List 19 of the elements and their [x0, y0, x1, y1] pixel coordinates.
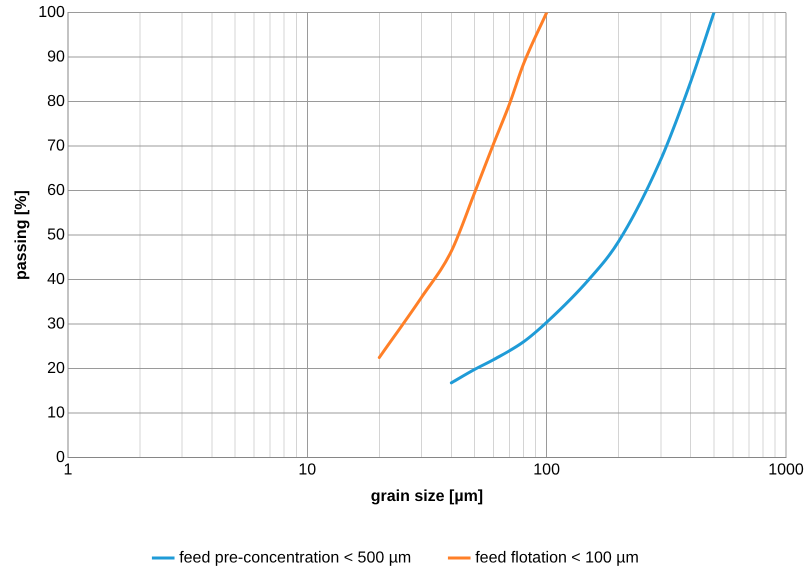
x-tick-label: 1 [63, 462, 72, 479]
y-tick-label: 50 [47, 226, 65, 244]
legend-label: feed pre-concentration < 500 µm [179, 549, 412, 566]
y-tick-label: 40 [47, 271, 65, 288]
y-tick-label: 90 [47, 48, 65, 66]
x-tick-label: 10 [298, 462, 316, 479]
y-tick-label: 30 [47, 316, 65, 333]
y-tick-label: 0 [56, 449, 65, 466]
x-tick-label: 100 [533, 462, 560, 479]
legend-label: feed flotation < 100 µm [475, 549, 639, 566]
y-tick-label: 70 [47, 138, 65, 155]
x-tick-label: 1000 [768, 462, 804, 479]
x-axis-title: grain size [µm] [370, 488, 484, 505]
y-tick-label: 80 [47, 93, 65, 110]
y-tick-label: 60 [47, 182, 65, 200]
y-tick-label: 100 [38, 4, 65, 22]
y-tick-label: 10 [47, 404, 65, 422]
y-tick-label: 20 [47, 360, 65, 378]
y-axis-title: passing [%] [13, 190, 30, 280]
